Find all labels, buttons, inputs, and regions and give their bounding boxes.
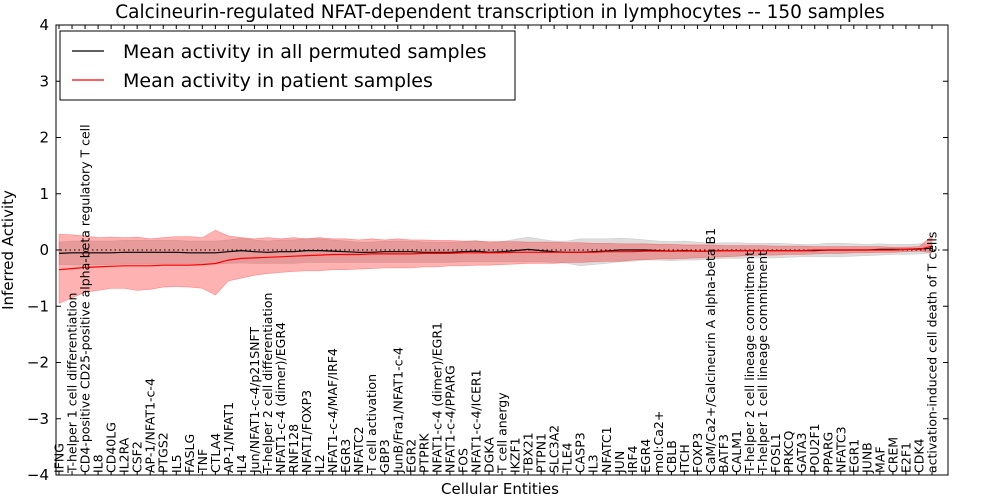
category-label: NFATC1: [599, 426, 614, 473]
legend-label-patient: Mean activity in patient samples: [123, 70, 433, 92]
category-label: PTPRK: [416, 433, 431, 473]
category-label: mol:Ca2+: [651, 411, 666, 473]
category-label: TLE4: [560, 443, 575, 474]
category-label: IL2: [312, 454, 327, 473]
category-label: AP-1/NFAT1-c-4: [143, 378, 158, 473]
category-label: DGKA: [482, 437, 497, 473]
y-tick-label: −1: [27, 297, 49, 315]
x-axis-label: Cellular Entities: [441, 480, 559, 498]
category-label: ITCH: [677, 444, 692, 473]
category-label: JunB/Fra1/NFAT1-c-4: [390, 347, 405, 474]
y-tick-label: −2: [27, 354, 49, 372]
category-label: CD40LG: [104, 422, 119, 473]
category-label: T-helper 1 cell lineage commitment: [755, 251, 770, 474]
category-label: IL5: [169, 454, 184, 473]
category-label: EGR4: [638, 439, 653, 473]
category-label: PRKCQ: [781, 431, 796, 473]
y-tick-label: −4: [27, 466, 49, 484]
category-label: FOSL1: [768, 433, 783, 473]
category-label: T-helper 2 cell lineage commitment: [742, 251, 757, 474]
category-label: NFAT1-c-4/ICER1: [469, 369, 484, 473]
category-label: GATA3: [794, 433, 809, 473]
category-label: PPARG: [820, 432, 835, 473]
category-label: TBX21: [521, 432, 536, 474]
category-label: CALM1: [729, 430, 744, 473]
chart-title: Calcineurin-regulated NFAT-dependent tra…: [115, 2, 884, 23]
category-label: CaM/Ca2+/Calcineurin A alpha-beta B1: [703, 228, 718, 473]
category-label: IL3: [586, 454, 601, 473]
category-label: activation-induced cell death of T cells: [925, 232, 940, 473]
legend-label-permuted: Mean activity in all permuted samples: [123, 41, 486, 63]
category-label: NFAT1/FOXP3: [299, 390, 314, 473]
category-label: IL8: [91, 454, 106, 473]
band-patient: [58, 229, 933, 304]
category-label: T-helper 2 cell differentiation: [260, 293, 275, 474]
axis-ticks: −4 −3 −2 −1 0 1 2 3 4: [27, 16, 948, 484]
category-label: RNF128: [286, 424, 301, 473]
category-label: IKZF1: [508, 437, 523, 473]
line-patient: [58, 245, 933, 271]
legend: Mean activity in all permuted samples Me…: [59, 30, 516, 101]
category-label: NFATC3: [833, 426, 848, 473]
category-label: GBP3: [377, 439, 392, 473]
legend-box: [59, 30, 516, 101]
category-label: Jun/NFAT1-c-4/p21SNFT: [247, 327, 262, 474]
category-label: CD4-positive CD25-positive alpha-beta re…: [78, 124, 93, 473]
category-label: SLC3A2: [547, 425, 562, 473]
category-label: NFAT1-c-4/MAF/IRF4: [325, 348, 340, 473]
category-label: NFATC2: [351, 426, 366, 473]
category-label: EGR1: [846, 439, 861, 473]
plot-frame: [55, 24, 949, 476]
y-tick-label: 4: [39, 16, 49, 34]
y-axis-label: Inferred Activity: [0, 190, 17, 310]
category-label: T cell anergy: [495, 392, 510, 474]
category-label: JUN: [612, 451, 627, 474]
category-label: JUNB: [859, 442, 874, 474]
category-label: EGR3: [338, 439, 353, 473]
category-label: CDK4: [912, 438, 927, 473]
category-label: FOS: [455, 448, 470, 473]
category-label: NFAT1-c-4 (dimer)/EGR4: [273, 322, 288, 473]
category-label: EGR2: [403, 439, 418, 473]
series-lines: [56, 245, 948, 271]
category-label: T cell activation: [364, 374, 379, 474]
category-label: CTLA4: [208, 433, 223, 473]
category-label: IL2RA: [117, 437, 132, 473]
category-label: FOXP3: [690, 433, 705, 473]
category-label: TNF: [195, 449, 210, 474]
y-tick-label: −3: [27, 410, 49, 428]
category-label: CREM: [885, 437, 900, 473]
category-label: PTPN1: [534, 433, 549, 473]
category-label: FASLG: [182, 434, 197, 473]
category-label: T-helper 1 cell differentiation: [65, 293, 80, 474]
category-label: AP-1/NFAT1: [221, 402, 236, 473]
category-label: PTGS2: [156, 432, 171, 473]
y-tick-label: 2: [39, 129, 49, 147]
y-tick-label: 1: [39, 185, 49, 203]
category-label: IFNG: [52, 443, 67, 473]
category-label: CSF2: [130, 441, 145, 473]
category-label: CBLB: [664, 440, 679, 473]
y-tick-label: 0: [39, 241, 49, 259]
category-label: E2F1: [898, 442, 913, 473]
category-label: CASP3: [573, 432, 588, 473]
y-tick-label: 3: [39, 72, 49, 90]
category-label: BATF3: [716, 434, 731, 473]
confidence-bands: [58, 229, 933, 304]
category-label: NFAT1-c-4 (dimer)/EGR1: [429, 322, 444, 473]
category-label: NFAT1-c-4/PPARG: [442, 365, 457, 473]
category-label: MAF: [872, 446, 887, 473]
category-label: POU2F1: [807, 423, 822, 473]
category-label: IRF4: [625, 445, 640, 473]
category-label: IL4: [234, 454, 249, 473]
